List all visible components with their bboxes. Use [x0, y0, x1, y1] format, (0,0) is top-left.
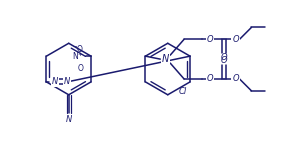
- Text: $^{-}$O: $^{-}$O: [72, 43, 84, 54]
- Text: O: O: [220, 56, 227, 65]
- Text: O$^{}$: O$^{}$: [77, 62, 84, 73]
- Text: O: O: [220, 53, 227, 62]
- Text: O: O: [207, 35, 213, 44]
- Text: N: N: [162, 54, 169, 64]
- Text: O: O: [232, 35, 239, 44]
- Text: N: N: [52, 77, 59, 86]
- Text: O: O: [207, 74, 213, 83]
- Text: Cl: Cl: [179, 87, 187, 96]
- Text: N: N: [64, 77, 70, 86]
- Text: N: N: [66, 115, 72, 124]
- Text: N$^{+}$: N$^{+}$: [72, 50, 84, 62]
- Text: O: O: [232, 74, 239, 83]
